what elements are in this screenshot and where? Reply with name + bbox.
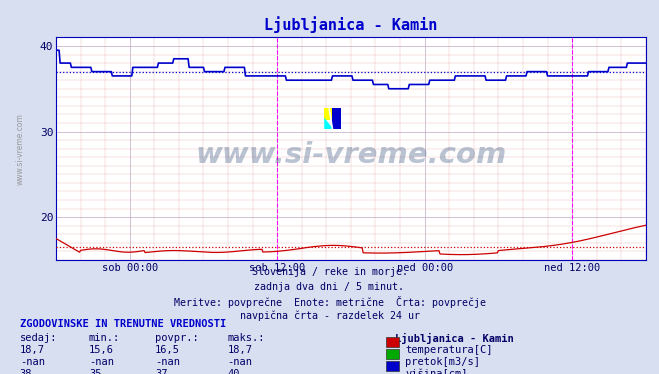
Polygon shape [331,108,341,129]
Title: Ljubljanica - Kamin: Ljubljanica - Kamin [264,16,438,33]
Text: 37: 37 [155,369,167,374]
Text: navpična črta - razdelek 24 ur: navpična črta - razdelek 24 ur [239,310,420,321]
Text: Slovenija / reke in morje.: Slovenija / reke in morje. [252,267,407,278]
Text: -nan: -nan [20,357,45,367]
Text: Ljubljanica - Kamin: Ljubljanica - Kamin [395,333,514,344]
Text: 15,6: 15,6 [89,345,114,355]
Text: zadnja dva dni / 5 minut.: zadnja dva dni / 5 minut. [254,282,405,292]
Polygon shape [324,118,333,129]
Bar [324,108,333,120]
Text: 16,5: 16,5 [155,345,180,355]
Text: -nan: -nan [227,357,252,367]
Text: višina[cm]: višina[cm] [405,369,468,374]
Text: maks.:: maks.: [227,333,265,343]
Text: sedaj:: sedaj: [20,333,57,343]
Polygon shape [328,108,333,129]
Text: 18,7: 18,7 [227,345,252,355]
Text: www.si-vreme.com: www.si-vreme.com [16,113,25,185]
Text: 40: 40 [227,369,240,374]
Text: 35: 35 [89,369,101,374]
Text: 18,7: 18,7 [20,345,45,355]
Text: 38: 38 [20,369,32,374]
Text: pretok[m3/s]: pretok[m3/s] [405,357,480,367]
Text: min.:: min.: [89,333,120,343]
Text: Meritve: povprečne  Enote: metrične  Črta: povprečje: Meritve: povprečne Enote: metrične Črta:… [173,296,486,308]
Text: -nan: -nan [155,357,180,367]
Text: www.si-vreme.com: www.si-vreme.com [195,141,507,169]
Text: ZGODOVINSKE IN TRENUTNE VREDNOSTI: ZGODOVINSKE IN TRENUTNE VREDNOSTI [20,319,226,329]
Text: -nan: -nan [89,357,114,367]
Text: povpr.:: povpr.: [155,333,198,343]
Text: temperatura[C]: temperatura[C] [405,345,493,355]
